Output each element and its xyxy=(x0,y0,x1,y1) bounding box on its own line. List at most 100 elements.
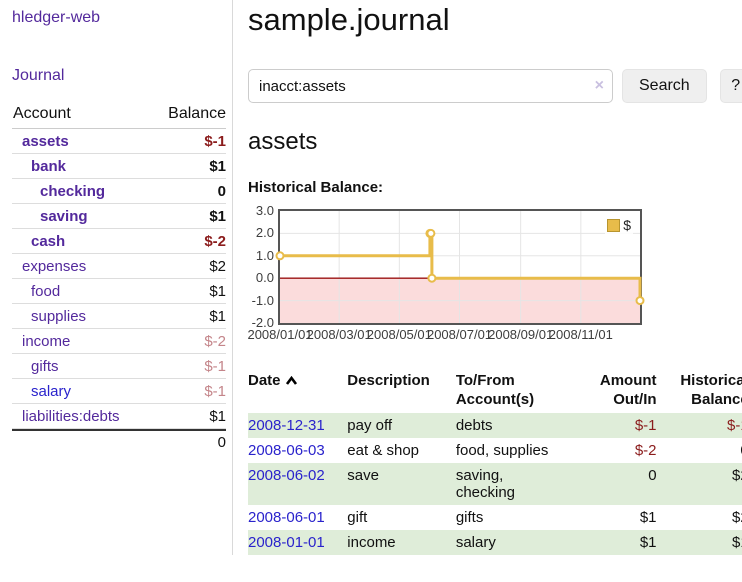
account-column-header: Account xyxy=(13,105,71,122)
balance-column-header: Historical Balance xyxy=(680,372,742,408)
account-link-food[interactable]: food xyxy=(31,282,61,300)
y-axis-tick-label: 2.0 xyxy=(255,225,274,241)
chart-canvas xyxy=(275,211,645,323)
accounts-total-row: 0 xyxy=(12,429,226,454)
account-balance: $1 xyxy=(209,282,226,300)
account-balance: $1 xyxy=(209,307,226,325)
x-axis-tick-label: 2008/03/01 xyxy=(306,327,372,342)
historical-balance-chart: 3.0 2.0 1.0 0.0 -1.0 -2.0 $ 2008/01/01 2008/03… xyxy=(247,203,742,347)
account-link-assets[interactable]: assets xyxy=(22,132,69,150)
account-row-income: income $-2 xyxy=(12,329,226,354)
transaction-amount: $-2 xyxy=(634,442,657,459)
x-axis-tick-label: 2008/01/01 xyxy=(247,327,313,342)
account-balance: $1 xyxy=(209,407,226,425)
account-row-food: food $1 xyxy=(12,279,226,304)
transaction-amount: 0 xyxy=(648,467,657,484)
transaction-row: 2008-06-02 save saving, checking 0 $2 xyxy=(248,463,742,505)
search-bar: × Search ? xyxy=(248,69,742,103)
account-row-salary: salary $-1 xyxy=(12,379,226,404)
transaction-accounts: debts xyxy=(455,417,493,434)
sidebar-item-journal[interactable]: Journal xyxy=(12,67,65,84)
y-axis-tick-label: 3.0 xyxy=(255,203,274,218)
description-column-header: Description xyxy=(347,372,430,389)
clear-search-icon[interactable]: × xyxy=(594,77,604,94)
account-link-cash[interactable]: cash xyxy=(31,232,66,250)
account-link-saving[interactable]: saving xyxy=(40,207,88,225)
transaction-date-link[interactable]: 2008-01-01 xyxy=(248,534,325,551)
transaction-description: eat & shop xyxy=(347,442,420,459)
account-row-saving: saving $1 xyxy=(12,204,226,229)
search-field-wrapper: × xyxy=(248,69,613,103)
account-row-liabilities-debts: liabilities:debts $1 xyxy=(12,404,226,429)
account-balance: 0 xyxy=(217,182,226,200)
account-row-expenses: expenses $2 xyxy=(12,254,226,279)
transaction-balance: 0 xyxy=(660,438,742,463)
account-link-liabilities-debts[interactable]: liabilities:debts xyxy=(22,407,120,425)
date-column-header[interactable]: Date xyxy=(248,369,347,413)
account-balance: $-2 xyxy=(204,332,226,350)
total-balance: 0 xyxy=(217,434,226,451)
x-axis-tick-label: 2008/09/01 xyxy=(488,327,554,342)
transaction-amount: $1 xyxy=(639,509,657,526)
transaction-date-link[interactable]: 2008-06-03 xyxy=(248,442,325,459)
transaction-balance: $1 xyxy=(732,534,742,551)
chevron-up-icon xyxy=(285,372,298,391)
transaction-row: 2008-06-03 eat & shop food, supplies $-2… xyxy=(248,438,742,463)
account-link-bank[interactable]: bank xyxy=(31,157,67,175)
y-axis-tick-label: -1.0 xyxy=(251,292,274,308)
transaction-description: pay off xyxy=(347,417,393,434)
account-page-title: assets xyxy=(248,128,318,155)
transaction-accounts: food, supplies xyxy=(455,442,549,459)
accounts-balance-table: Account Balance assets $-1 bank $1 check… xyxy=(12,102,226,454)
register-header-row: Date Description To/From Account(s) Amou… xyxy=(248,369,742,413)
account-link-checking[interactable]: checking xyxy=(40,182,106,200)
search-button[interactable]: Search xyxy=(622,69,707,103)
account-balance: $-2 xyxy=(204,232,226,250)
hledger-web-app: hledger-web Journal Account Balance asse… xyxy=(0,0,742,555)
amount-column-header: Amount Out/In xyxy=(599,372,657,408)
legend-swatch-icon xyxy=(607,218,621,232)
chart-y-axis: 3.0 2.0 1.0 0.0 -1.0 -2.0 xyxy=(248,203,278,330)
account-row-assets: assets $-1 xyxy=(12,129,226,154)
transaction-row: 2008-01-01 income salary $1 $1 xyxy=(248,530,742,555)
chart-legend: $ xyxy=(605,216,633,234)
sidebar: hledger-web Journal Account Balance asse… xyxy=(0,0,233,555)
transaction-date-link[interactable]: 2008-12-31 xyxy=(248,417,325,434)
main-content: sample.journal × Search ? assets Histori… xyxy=(233,0,742,555)
accounts-column-header: To/From Account(s) xyxy=(455,372,535,408)
account-row-checking: checking 0 xyxy=(12,179,226,204)
account-link-supplies[interactable]: supplies xyxy=(31,307,87,325)
y-axis-tick-label: 1.0 xyxy=(255,247,274,263)
account-link-salary[interactable]: salary xyxy=(31,382,72,400)
page-title: sample.journal xyxy=(248,2,450,37)
transaction-description: income xyxy=(347,534,396,551)
transaction-date-link[interactable]: 2008-06-01 xyxy=(248,509,325,526)
transaction-amount: $1 xyxy=(639,534,657,551)
brand-link[interactable]: hledger-web xyxy=(12,9,101,26)
account-balance: $-1 xyxy=(204,382,226,400)
y-axis-tick-label: -2.0 xyxy=(251,315,274,330)
y-axis-tick-label: 0.0 xyxy=(255,270,274,286)
balance-column-header: Balance xyxy=(168,105,226,122)
transaction-row: 2008-06-01 gift gifts $1 $2 xyxy=(248,505,742,530)
transaction-description: gift xyxy=(347,509,368,526)
account-link-gifts[interactable]: gifts xyxy=(31,357,59,375)
account-balance: $-1 xyxy=(204,132,226,150)
account-row-supplies: supplies $1 xyxy=(12,304,226,329)
account-balance: $-1 xyxy=(204,357,226,375)
account-row-bank: bank $1 xyxy=(12,154,226,179)
chart-heading: Historical Balance: xyxy=(248,179,384,196)
accounts-table-header: Account Balance xyxy=(12,102,226,129)
transaction-description: save xyxy=(347,467,379,484)
transaction-accounts: salary xyxy=(455,534,496,551)
chart-x-axis: 2008/01/01 2008/03/01 2008/05/01 2008/07/01… xyxy=(247,327,742,347)
account-row-cash: cash $-2 xyxy=(12,229,226,254)
account-link-expenses[interactable]: expenses xyxy=(22,257,87,275)
search-input[interactable] xyxy=(248,69,613,103)
help-button[interactable]: ? xyxy=(719,69,742,103)
account-balance: $1 xyxy=(209,157,226,175)
transaction-balance: $-1 xyxy=(727,417,742,434)
transaction-balance: $2 xyxy=(732,509,742,526)
account-link-income[interactable]: income xyxy=(22,332,71,350)
transaction-date-link[interactable]: 2008-06-02 xyxy=(248,467,325,484)
